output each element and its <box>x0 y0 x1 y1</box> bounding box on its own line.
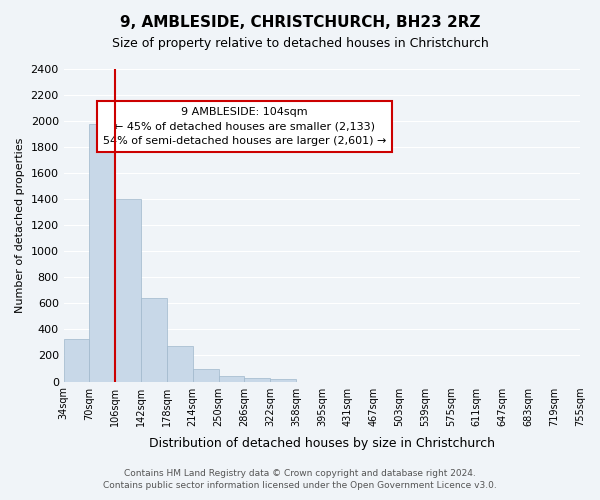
Text: 9, AMBLESIDE, CHRISTCHURCH, BH23 2RZ: 9, AMBLESIDE, CHRISTCHURCH, BH23 2RZ <box>120 15 480 30</box>
Bar <box>270 379 296 382</box>
Bar <box>64 339 89 382</box>
Y-axis label: Number of detached properties: Number of detached properties <box>15 138 25 313</box>
Bar <box>89 124 115 382</box>
Text: Contains HM Land Registry data © Crown copyright and database right 2024.
Contai: Contains HM Land Registry data © Crown c… <box>103 468 497 490</box>
Text: Size of property relative to detached houses in Christchurch: Size of property relative to detached ho… <box>112 38 488 51</box>
Bar <box>244 378 270 382</box>
X-axis label: Distribution of detached houses by size in Christchurch: Distribution of detached houses by size … <box>149 437 495 450</box>
Bar <box>141 298 167 382</box>
Text: 9 AMBLESIDE: 104sqm
← 45% of detached houses are smaller (2,133)
54% of semi-det: 9 AMBLESIDE: 104sqm ← 45% of detached ho… <box>103 106 386 146</box>
Bar <box>218 376 244 382</box>
Bar <box>193 368 218 382</box>
Bar <box>167 346 193 382</box>
Bar <box>115 199 141 382</box>
